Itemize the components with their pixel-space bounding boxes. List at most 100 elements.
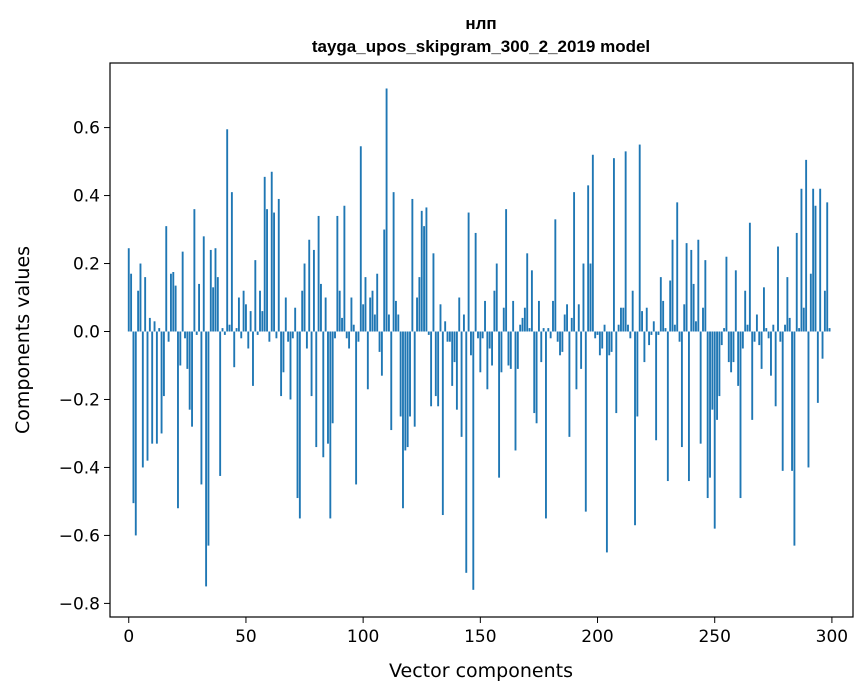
chart-title: нлп [465, 14, 496, 33]
bar-50 [245, 304, 247, 332]
bar-160 [502, 307, 505, 332]
bar-256 [727, 331, 730, 363]
bar-242 [695, 321, 697, 332]
bar-114 [395, 300, 397, 332]
bar-246 [704, 260, 707, 332]
bar-279 [781, 331, 784, 471]
y-axis: −0.8 −0.6 −0.4 −0.2 0.0 0.2 0.4 0.6 [59, 119, 110, 614]
bar-272 [765, 328, 768, 332]
bar-237 [683, 304, 686, 332]
bar-149 [477, 331, 479, 339]
bar-89 [336, 215, 339, 332]
bar-73 [298, 331, 301, 519]
bar-12 [155, 331, 158, 444]
bar-146 [470, 331, 472, 356]
bar-184 [559, 331, 561, 356]
bar-299 [828, 328, 831, 332]
bar-249 [711, 331, 714, 410]
bar-161 [505, 209, 508, 332]
x-tick-label: 100 [347, 627, 379, 647]
bar-255 [725, 256, 728, 332]
bar-252 [718, 331, 721, 397]
bar-270 [760, 331, 763, 369]
bar-236 [680, 331, 683, 448]
bar-80 [315, 331, 318, 448]
bar-293 [814, 205, 817, 332]
bar-177 [542, 328, 545, 332]
bar-213 [627, 324, 629, 332]
chart-subtitle: tayga_upos_skipgram_300_2_2019 model [312, 37, 650, 56]
bar-129 [430, 331, 433, 407]
y-tick-label: 0.2 [73, 255, 100, 275]
bar-76 [305, 331, 308, 349]
bar-190 [573, 192, 576, 332]
bar-178 [545, 331, 547, 519]
bar-221 [645, 307, 648, 332]
x-axis-label: Vector components [389, 660, 573, 682]
bar-214 [629, 331, 632, 339]
bar-43 [228, 324, 231, 332]
bar-170 [526, 253, 529, 332]
bar-119 [406, 331, 409, 448]
bar-212 [624, 151, 627, 332]
bar-273 [767, 331, 770, 339]
bar-197 [589, 263, 592, 332]
bar-126 [423, 226, 426, 332]
bar-117 [402, 331, 404, 509]
bar-51 [247, 331, 250, 349]
bar-263 [744, 290, 747, 332]
bar-163 [509, 331, 512, 369]
bar-282 [788, 317, 791, 332]
bar-123 [416, 297, 418, 332]
bar-143 [462, 314, 465, 332]
bar-278 [779, 331, 782, 342]
bar-82 [320, 283, 322, 332]
bar-97 [355, 331, 358, 485]
bar-199 [594, 331, 597, 339]
bar-239 [687, 331, 690, 482]
bar-185 [561, 331, 564, 352]
bar-188 [568, 331, 571, 437]
bar-107 [378, 331, 381, 352]
bar-216 [634, 331, 636, 526]
bar-235 [678, 331, 681, 342]
bar-71 [294, 307, 297, 332]
bar-37 [214, 248, 217, 332]
bar-3 [134, 331, 137, 536]
bar-159 [500, 331, 503, 373]
bar-96 [352, 324, 355, 332]
bar-133 [439, 304, 442, 332]
bar-90 [338, 290, 341, 332]
bar-4 [137, 290, 140, 332]
bar-35 [209, 249, 212, 332]
bar-271 [763, 287, 765, 332]
bar-77 [308, 239, 311, 332]
bar-85 [327, 331, 329, 444]
bar-67 [284, 297, 287, 332]
bar-210 [620, 307, 622, 332]
bar-103 [369, 297, 372, 332]
bar-26 [188, 331, 191, 410]
bar-166 [516, 331, 519, 369]
bar-167 [519, 324, 522, 332]
bars-group [127, 88, 831, 590]
bar-276 [774, 331, 777, 407]
bar-153 [486, 331, 489, 390]
bar-200 [596, 331, 599, 335]
bar-99 [359, 146, 362, 332]
bar-290 [807, 331, 810, 468]
bar-283 [791, 331, 793, 471]
bar-151 [481, 331, 484, 339]
bar-21 [177, 331, 179, 509]
bar-128 [427, 331, 430, 335]
bar-264 [746, 324, 749, 332]
bar-95 [350, 297, 353, 332]
bar-115 [397, 314, 400, 332]
bar-47 [237, 297, 240, 332]
bar-65 [280, 331, 283, 397]
plot-frame [109, 62, 854, 618]
bar-251 [716, 331, 718, 420]
x-axis: 0 50 100 150 200 250 300 [123, 617, 848, 647]
bar-93 [345, 331, 348, 339]
bar-136 [446, 331, 449, 342]
